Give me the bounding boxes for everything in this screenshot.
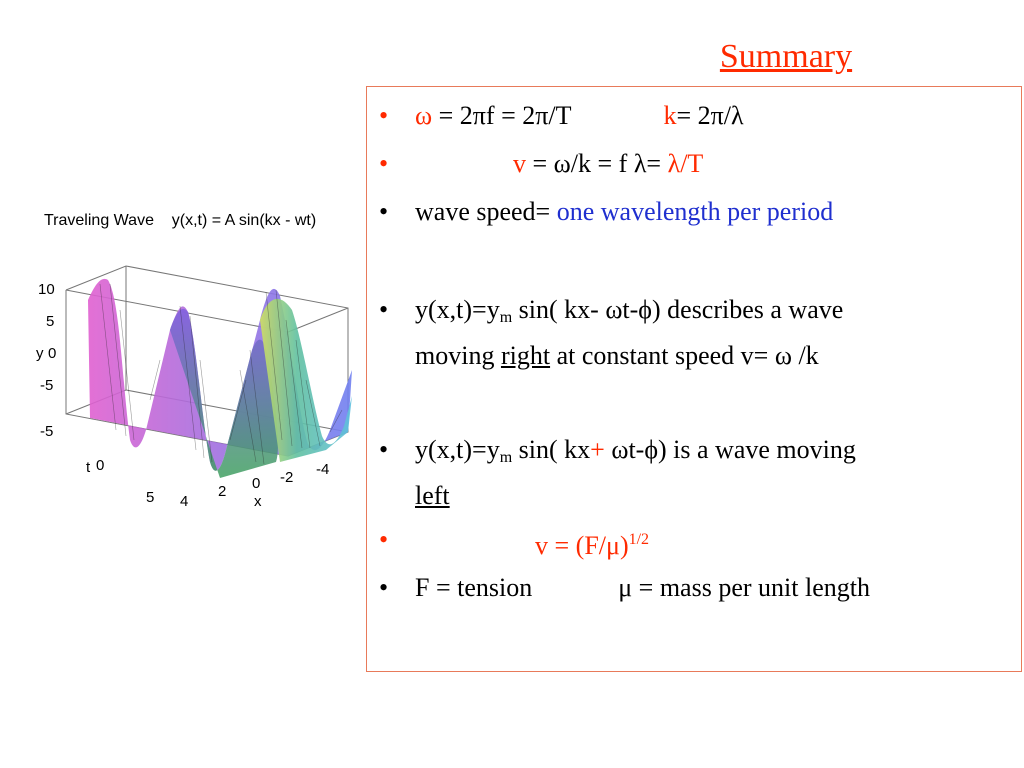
wave-surface — [88, 278, 352, 478]
bullet-marker: • — [379, 295, 389, 324]
traveling-wave-3d-plot: 10 5 y 0 -5 -5 t 0 5 4 2 0 x -2 -4 — [36, 265, 352, 510]
bullet-marker: • — [379, 197, 389, 226]
y-axis-label: y — [36, 345, 44, 362]
bullet-text: ω = 2πf = 2π/T k= 2π/λ — [415, 101, 744, 130]
bullet-text: y(x,t)=ym sin( kx- ωt-ϕ) describes a wav… — [415, 295, 844, 370]
y-tick: 5 — [46, 313, 54, 330]
x-tick: 0 — [252, 475, 260, 492]
x-axis-label: x — [254, 493, 262, 510]
t-axis-label: t — [86, 459, 91, 476]
x-tick: 4 — [180, 493, 188, 510]
y-tick: -5 — [40, 377, 53, 394]
t-tick: 0 — [96, 457, 104, 474]
bullet-text: F = tension μ = mass per unit length — [415, 573, 870, 602]
slide-title: Summary — [719, 38, 853, 75]
x-tick: 2 — [218, 483, 226, 500]
bullet-text: v = ω/k = f λ= λ/T — [513, 149, 704, 178]
t-tick: 5 — [146, 489, 154, 506]
y-tick: 10 — [38, 281, 55, 298]
bullet-text: v = (F/μ)1/2 — [535, 531, 650, 560]
summary-textbox: • ω = 2πf = 2π/T k= 2π/λ • v = ω/k = f λ=… — [366, 86, 1022, 672]
y-tick: 0 — [48, 345, 56, 362]
bullet-marker: • — [379, 573, 389, 602]
bullet-marker: • — [379, 149, 389, 178]
bullet-marker: • — [379, 525, 389, 554]
bullet-text: wave speed= one wavelength per period — [415, 197, 834, 226]
plot-title: Traveling Wave y(x,t) = A sin(kx - wt) — [44, 212, 317, 229]
y-tick: -5 — [40, 423, 53, 440]
bullet-text: y(x,t)=ym sin( kx+ ωt-ϕ) is a wave movin… — [415, 435, 856, 510]
bullet-marker: • — [379, 435, 389, 464]
bullet-marker: • — [379, 101, 389, 130]
x-tick: -2 — [280, 469, 293, 486]
x-tick: -4 — [316, 461, 329, 478]
